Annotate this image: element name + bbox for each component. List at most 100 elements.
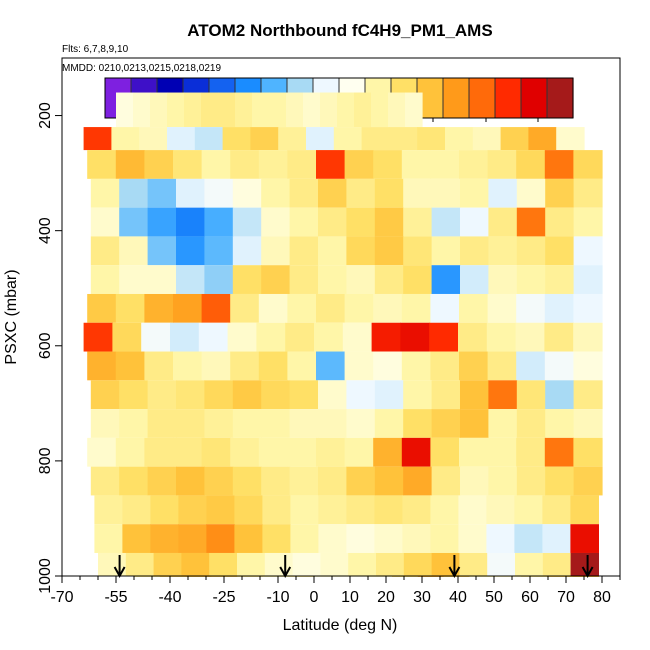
heatmap-cell: [306, 127, 335, 151]
heatmap-cell: [290, 495, 319, 525]
heatmap-cell: [261, 466, 291, 496]
heatmap-cell: [401, 150, 431, 179]
heatmap-cell: [545, 178, 575, 208]
heatmap-cell: [230, 150, 260, 179]
heatmap-cell: [289, 380, 319, 410]
x-tick-label: 20: [377, 589, 395, 606]
heatmap-cell: [573, 409, 603, 438]
heatmap-cell: [318, 380, 347, 410]
heatmap-cell: [90, 265, 120, 294]
heatmap-cell: [278, 127, 307, 151]
heatmap-cell: [573, 437, 603, 467]
heatmap-cell: [544, 150, 574, 179]
heatmap-cell: [374, 236, 404, 266]
heatmap-cell: [115, 437, 145, 467]
heatmap-cell: [544, 322, 574, 352]
heatmap-cell: [486, 524, 515, 553]
x-tick-label: 0: [310, 589, 319, 606]
heatmap-cell: [90, 409, 120, 438]
heatmap-cell: [374, 409, 404, 438]
heatmap-cell: [111, 127, 140, 151]
heatmap-cell: [430, 351, 460, 381]
heatmap-cell: [488, 380, 518, 410]
heatmap-cell: [83, 322, 113, 352]
heatmap-cell: [119, 466, 149, 496]
y-tick-label: 800: [37, 447, 54, 474]
heatmap-cell: [201, 293, 231, 323]
heatmap-cell: [318, 236, 347, 266]
heatmap-cell: [204, 466, 234, 496]
heatmap-cell: [87, 351, 117, 381]
heatmap-cell: [119, 265, 149, 294]
chart-title: ATOM2 Northbound fC4H9_PM1_AMS: [187, 21, 492, 40]
heatmap-cell: [545, 466, 575, 496]
heatmap-cell: [150, 92, 168, 128]
heatmap-cell: [354, 92, 372, 128]
x-tick-label: 70: [557, 589, 575, 606]
heatmap-cell: [401, 351, 431, 381]
y-axis-label: PSXC (mbar): [3, 269, 20, 364]
heatmap-cell: [545, 265, 575, 294]
heatmap-cell: [373, 150, 403, 179]
heatmap-cell: [150, 524, 179, 553]
heatmap-cell: [269, 92, 287, 128]
heatmap-cell: [431, 265, 461, 294]
heatmap-cell: [204, 265, 234, 294]
heatmap-cell: [472, 127, 502, 151]
heatmap-cell: [371, 92, 389, 128]
heatmap-cell: [90, 207, 120, 237]
heatmap-cell: [371, 322, 401, 352]
heatmap-cell: [122, 524, 151, 553]
heatmap-cell: [361, 127, 390, 151]
heatmap-cell: [346, 466, 376, 496]
heatmap-cell: [147, 466, 177, 496]
heatmap-cell: [232, 380, 262, 410]
heatmap-cell: [204, 178, 234, 208]
heatmap-cell: [459, 552, 488, 576]
heatmap-cell: [206, 495, 235, 525]
heatmap-cell: [258, 150, 288, 179]
heatmap-cell: [487, 552, 516, 576]
heatmap-cell: [167, 92, 185, 128]
heatmap-cell: [232, 466, 262, 496]
heatmap-cell: [292, 552, 321, 576]
heatmap-cell: [201, 351, 231, 381]
heatmap-cell: [119, 380, 149, 410]
heatmap-cell: [373, 351, 403, 381]
heatmap-cell: [573, 351, 603, 381]
heatmap-cell: [144, 437, 174, 467]
heatmap-cell: [544, 293, 574, 323]
heatmap-cell: [487, 351, 517, 381]
heatmap-cell: [204, 409, 234, 438]
heatmap-cell: [388, 92, 406, 128]
heatmap-cell: [373, 293, 403, 323]
heatmap-cell: [488, 207, 518, 237]
heatmap-cell: [262, 495, 291, 525]
heatmap-cell: [374, 265, 404, 294]
heatmap-cell: [542, 552, 572, 576]
heatmap-cell: [173, 150, 203, 179]
heatmap-cell: [318, 524, 347, 553]
colorbar-segment: [521, 78, 548, 118]
heatmap-cell: [258, 293, 288, 323]
heatmap-cell: [261, 380, 291, 410]
heatmap-cell: [544, 437, 574, 467]
heatmap-cell: [112, 322, 142, 352]
heatmap-cell: [252, 92, 270, 128]
heatmap-cell: [346, 409, 376, 438]
heatmap-cell: [460, 409, 489, 438]
heatmap-cell: [516, 150, 546, 179]
heatmap-cell: [374, 207, 404, 237]
colorbar-segment: [495, 78, 522, 118]
heatmap-cell: [261, 236, 291, 266]
heatmap-cell: [232, 178, 262, 208]
heatmap-cell: [287, 351, 317, 381]
heatmap-cell: [346, 265, 376, 294]
heatmap-cell: [403, 466, 433, 496]
heatmap-cell: [227, 322, 257, 352]
heatmap-cell: [289, 466, 319, 496]
heatmap-cell: [83, 127, 112, 151]
heatmap-cell: [147, 207, 177, 237]
x-tick-label: 30: [413, 589, 431, 606]
heatmap-cell: [262, 524, 291, 553]
